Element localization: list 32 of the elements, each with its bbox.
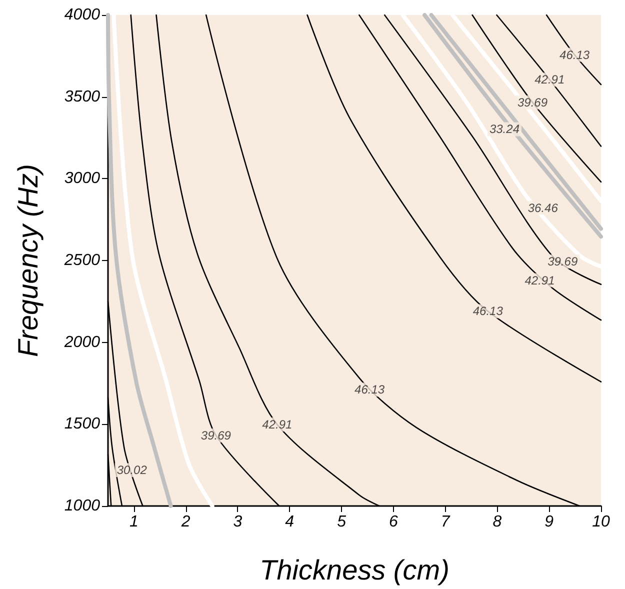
y-tick-label: 3500 — [64, 88, 100, 106]
annotation: 33.24 — [489, 122, 520, 136]
line-series — [358, 14, 602, 321]
y-tick-label: 2000 — [63, 334, 100, 351]
line-series — [306, 14, 602, 382]
x-tick-label: 4 — [285, 514, 294, 530]
x-tick-label: 2 — [180, 514, 190, 530]
annotation: 46.13 — [472, 304, 504, 318]
x-tick-label: 10 — [592, 514, 610, 530]
annotation: 39.69 — [200, 428, 232, 442]
x-tick-label: 3 — [233, 514, 242, 530]
y-axis-title: Frequency (Hz) — [12, 164, 44, 357]
annotation: 42.91 — [534, 72, 565, 87]
annotation: 42.91 — [262, 417, 292, 432]
y-tick-label: 3000 — [64, 170, 100, 188]
y-tick-label: 1000 — [64, 498, 100, 514]
y-tick-label: 4000 — [64, 6, 100, 24]
x-tick-label: 6 — [388, 514, 398, 530]
annotation: 46.13 — [560, 48, 590, 62]
annotation: 30.02 — [116, 463, 148, 478]
x-tick-label: 5 — [337, 514, 346, 530]
annotation: 42.91 — [524, 273, 555, 288]
x-tick-label: 1 — [129, 514, 138, 530]
x-axis-title: Thickness (cm) — [260, 554, 450, 586]
y-tick-label: 2500 — [63, 252, 100, 269]
x-tick-label: 7 — [440, 514, 451, 530]
annotation: 46.13 — [354, 382, 385, 397]
annotation: 39.69 — [548, 254, 578, 268]
x-tick-label: 9 — [544, 514, 554, 530]
annotation: 36.46 — [528, 200, 558, 215]
x-tick-label: 8 — [492, 514, 502, 530]
y-tick-label: 1500 — [64, 416, 100, 433]
